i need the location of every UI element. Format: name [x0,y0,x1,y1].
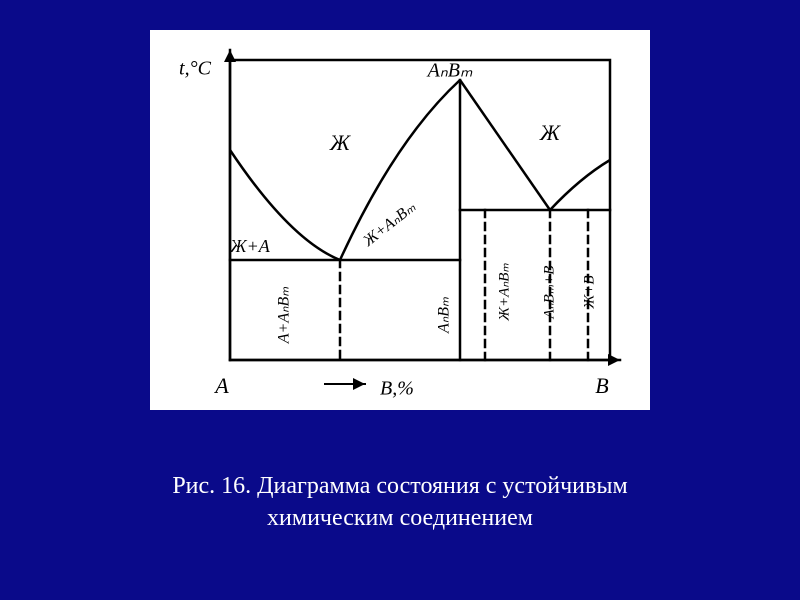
svg-text:A+AₙBₘ: A+AₙBₘ [276,287,293,344]
caption-line2: химическим соединением [267,505,533,531]
svg-text:Ж+B: Ж+B [581,275,597,309]
svg-text:B,%: B,% [380,378,414,400]
svg-text:AₙBₘ+B: AₙBₘ+B [541,266,557,320]
svg-text:A: A [213,373,229,398]
svg-text:AₙBₘ: AₙBₘ [426,60,473,82]
diagram-panel: t,°C A B B,% Ж Ж AₙBₘ Ж+A Ж+AₙBₘ A+AₙBₘ AₙBₘ Ж+AₙBₘ… [150,30,650,410]
caption-line1: Рис. 16. Диаграмма состояния с устойчивы… [172,473,627,499]
phase-diagram-svg: t,°C A B B,% Ж Ж AₙBₘ Ж+A Ж+AₙBₘ A+AₙBₘ AₙBₘ Ж+AₙBₘ… [150,30,650,410]
svg-text:Ж: Ж [329,130,351,155]
svg-text:Ж+AₙBₘ: Ж+AₙBₘ [359,199,419,251]
svg-text:t,°C: t,°C [179,58,212,80]
svg-text:Ж+A: Ж+A [229,236,271,256]
svg-text:Ж: Ж [539,120,561,145]
svg-text:Ж+AₙBₘ: Ж+AₙBₘ [496,263,512,322]
slide: t,°C A B B,% Ж Ж AₙBₘ Ж+A Ж+AₙBₘ A+AₙBₘ AₙBₘ Ж+AₙBₘ… [0,0,800,600]
svg-text:B: B [595,373,608,398]
figure-caption: Рис. 16. Диаграмма состояния с устойчивы… [0,470,800,535]
svg-text:AₙBₘ: AₙBₘ [436,297,453,334]
